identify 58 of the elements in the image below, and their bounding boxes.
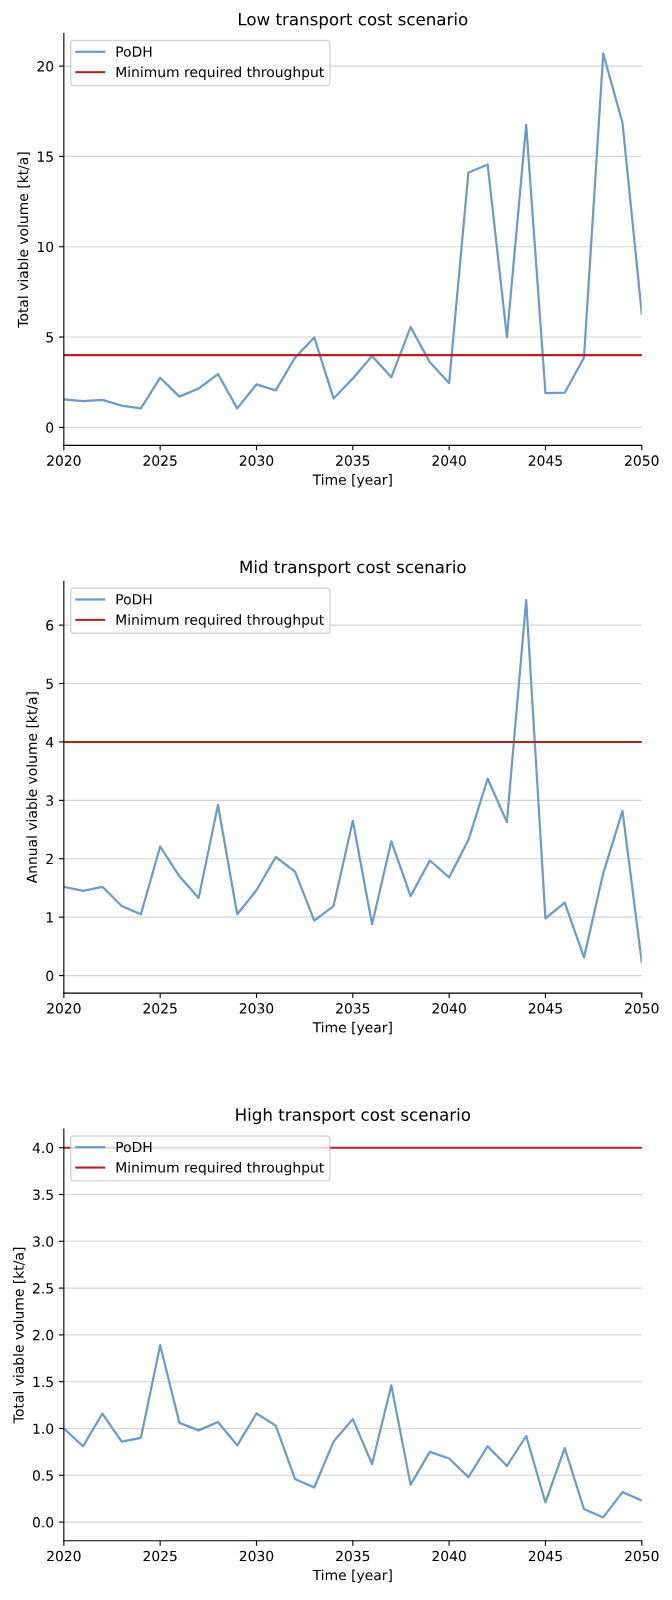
y-axis-title: Total viable volume [kt/a] xyxy=(13,1247,26,1424)
y-tick-label: 0 xyxy=(46,970,54,982)
x-tick-label: 2035 xyxy=(336,455,370,466)
x-tick-label: 2050 xyxy=(625,1550,659,1562)
x-tick-label: 2045 xyxy=(528,1003,562,1014)
y-tick-label: 20 xyxy=(37,61,54,72)
x-tick-label: 2020 xyxy=(47,1003,81,1014)
x-tick-label: 2045 xyxy=(528,455,562,466)
x-tick-label: 2025 xyxy=(143,1003,177,1014)
y-tick-label: 3.0 xyxy=(33,1236,54,1247)
y-tick-label: 1.5 xyxy=(33,1376,53,1388)
y-tick-label: 2 xyxy=(46,853,53,865)
legend-label: PoDH xyxy=(116,46,152,57)
y-tick-label: 2.0 xyxy=(33,1329,54,1341)
y-tick-label: 10 xyxy=(37,241,54,253)
chart-title: Low transport cost scenario xyxy=(239,12,468,29)
x-tick-label: 2050 xyxy=(625,1003,659,1014)
y-tick-label: 15 xyxy=(37,151,53,162)
x-axis-title: Time [year] xyxy=(312,1021,392,1036)
legend-label: Minimum required throughput xyxy=(116,66,324,80)
x-tick-label: 2035 xyxy=(336,1003,370,1014)
x-tick-label: 2030 xyxy=(239,455,274,466)
x-tick-label: 2025 xyxy=(143,1550,177,1562)
y-tick-label: 1.0 xyxy=(33,1423,54,1434)
x-tick-label: 2020 xyxy=(47,1550,81,1562)
y-tick-label: 3 xyxy=(46,795,53,806)
y-tick-label: 4 xyxy=(45,737,54,748)
y-axis-title: Total viable volume [kt/a] xyxy=(17,152,30,328)
x-axis-title: Time [year] xyxy=(312,1569,392,1583)
x-tick-label: 2050 xyxy=(625,455,659,466)
x-tick-label: 2025 xyxy=(143,455,177,466)
x-tick-label: 2040 xyxy=(432,455,466,466)
x-tick-label: 2030 xyxy=(239,1550,274,1562)
legend-label: Minimum required throughput xyxy=(116,1161,324,1176)
legend-label: PoDH xyxy=(116,594,152,605)
x-axis-title: Time [year] xyxy=(312,474,392,488)
chart-title: High transport cost scenario xyxy=(236,1108,471,1125)
y-tick-label: 0 xyxy=(46,422,54,433)
x-tick-label: 2020 xyxy=(47,455,81,466)
y-tick-label: 5 xyxy=(46,332,53,343)
y-tick-label: 4.0 xyxy=(32,1142,54,1154)
x-tick-label: 2040 xyxy=(432,1003,466,1014)
y-tick-label: 6 xyxy=(46,620,54,631)
y-tick-label: 0.0 xyxy=(32,1517,54,1528)
x-tick-label: 2035 xyxy=(336,1550,370,1562)
line-series xyxy=(63,1344,642,1519)
legend-label: Minimum required throughput xyxy=(116,614,324,628)
y-tick-label: 5 xyxy=(46,678,53,689)
legend-label: PoDH xyxy=(116,1141,152,1153)
y-tick-label: 2.5 xyxy=(33,1283,53,1294)
y-axis-title: Annual viable volume [kt/a] xyxy=(26,692,39,884)
y-tick-label: 0.5 xyxy=(32,1470,53,1481)
x-tick-label: 2040 xyxy=(432,1550,466,1562)
y-tick-label: 3.5 xyxy=(33,1189,53,1200)
x-tick-label: 2030 xyxy=(239,1003,274,1014)
x-tick-label: 2045 xyxy=(528,1550,562,1562)
chart-title: Mid transport cost scenario xyxy=(240,560,466,577)
y-tick-label: 1 xyxy=(46,912,53,923)
